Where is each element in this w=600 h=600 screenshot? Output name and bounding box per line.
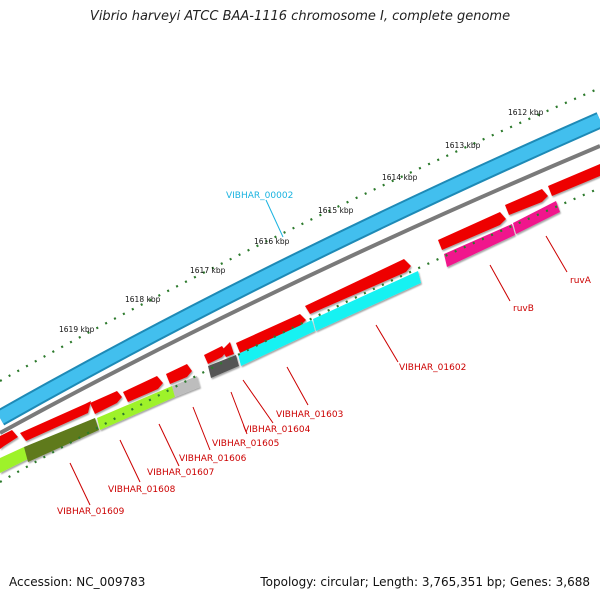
- gene-arrow: [548, 164, 600, 196]
- leader-line: [242, 379, 274, 424]
- minus-strand-features: [0, 201, 560, 473]
- kbp-axis: 1612 kbp 1613 kbp 1614 kbp 1615 kbp 1616…: [59, 108, 544, 334]
- kbp-tick-label: 1619 kbp: [59, 325, 95, 334]
- kbp-tick-label: 1614 kbp: [382, 173, 418, 182]
- gene-arrow: [20, 401, 91, 441]
- kbp-tick-label: 1618 kbp: [125, 295, 161, 304]
- gene-magenta: [513, 201, 560, 234]
- gene-arrow: [0, 430, 18, 449]
- gene-label-vibhar-01603: VIBHAR_01603: [276, 410, 343, 420]
- gene-label-vibhar-01604: VIBHAR_01604: [243, 425, 311, 435]
- accession-text: Accession: NC_009783: [9, 575, 146, 589]
- gene-label-vibhar-01607: VIBHAR_01607: [147, 468, 214, 478]
- gene-arrow: [166, 364, 192, 384]
- gene-label-vibhar-00002: VIBHAR_00002: [226, 191, 293, 201]
- tick-ring-outer: [0, 86, 600, 382]
- label-leaders: [69, 199, 568, 506]
- gene-lime: [97, 386, 175, 430]
- leader-line: [158, 423, 180, 467]
- leader-line: [230, 391, 248, 435]
- gene-gray: [172, 376, 200, 397]
- gene-arrow: [305, 259, 411, 314]
- gene-label-ruva: ruvA: [570, 276, 592, 286]
- plus-strand-features: [0, 164, 600, 449]
- kbp-tick-label: 1612 kbp: [508, 108, 544, 117]
- gene-label-vibhar-01606: VIBHAR_01606: [179, 454, 247, 464]
- gene-label-ruvb: ruvB: [513, 304, 534, 314]
- gene-cyan: [313, 271, 421, 331]
- leader-line: [69, 462, 91, 506]
- leader-line: [265, 199, 284, 238]
- gene-cyan: [238, 320, 315, 366]
- kbp-tick-label: 1613 kbp: [445, 141, 481, 150]
- leader-line: [119, 439, 141, 483]
- strand-separator: [0, 144, 600, 435]
- leader-line: [489, 264, 511, 302]
- chromosome-backbone-fill: [0, 114, 600, 424]
- gene-darkgray: [208, 355, 239, 378]
- leader-line: [192, 406, 211, 451]
- kbp-tick-label: 1615 kbp: [318, 206, 354, 215]
- gene-arrow: [236, 314, 306, 353]
- kbp-tick-label: 1616 kbp: [254, 237, 290, 246]
- map-title: Vibrio harveyi ATCC BAA-1116 chromosome …: [89, 9, 511, 24]
- gene-arrow: [505, 189, 548, 215]
- gene-label-vibhar-01602: VIBHAR_01602: [399, 363, 466, 373]
- gene-magenta: [444, 224, 515, 267]
- gene-label-vibhar-01605: VIBHAR_01605: [212, 439, 279, 449]
- gene-label-vibhar-01608: VIBHAR_01608: [108, 485, 176, 495]
- leader-line: [545, 235, 568, 273]
- leader-line: [286, 366, 309, 406]
- topology-text: Topology: circular; Length: 3,765,351 bp…: [260, 575, 590, 589]
- gene-arrow: [123, 376, 163, 402]
- leader-line: [375, 324, 399, 363]
- gene-arrow: [90, 391, 122, 414]
- gene-labels: VIBHAR_00002 ruvA ruvB VIBHAR_01602 VIBH…: [57, 191, 592, 517]
- gene-olive: [24, 418, 99, 462]
- gene-label-vibhar-01609: VIBHAR_01609: [57, 507, 125, 517]
- gene-arrow: [438, 212, 506, 250]
- kbp-tick-label: 1617 kbp: [190, 266, 226, 275]
- gene-arrow: [222, 342, 234, 357]
- gene-lime: [0, 447, 28, 473]
- gene-arrow: [204, 346, 226, 364]
